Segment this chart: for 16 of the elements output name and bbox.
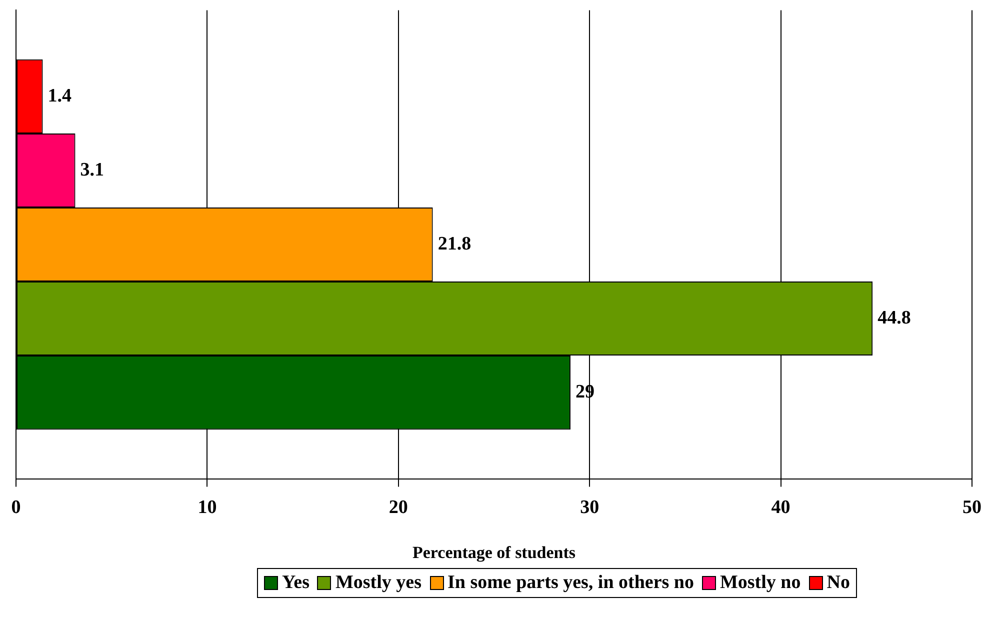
legend-label: In some parts yes, in others no [448, 572, 694, 594]
x-tick-label: 30 [580, 497, 600, 518]
x-tick-label: 50 [962, 497, 982, 518]
x-axis-title: Percentage of students [412, 543, 576, 562]
data-label: 44.8 [878, 307, 911, 328]
legend-label: Mostly yes [335, 572, 422, 594]
data-label: 21.8 [438, 233, 472, 254]
legend-label: Mostly no [720, 572, 801, 594]
x-tick-label: 0 [11, 497, 21, 518]
x-tick-label: 20 [388, 497, 408, 518]
legend-label: No [826, 572, 850, 594]
x-tick-label: 40 [771, 497, 790, 518]
data-label: 1.4 [48, 85, 72, 106]
data-label: 3.1 [80, 159, 104, 180]
x-tick-label: 10 [198, 497, 217, 518]
legend-label: Yes [282, 572, 310, 594]
